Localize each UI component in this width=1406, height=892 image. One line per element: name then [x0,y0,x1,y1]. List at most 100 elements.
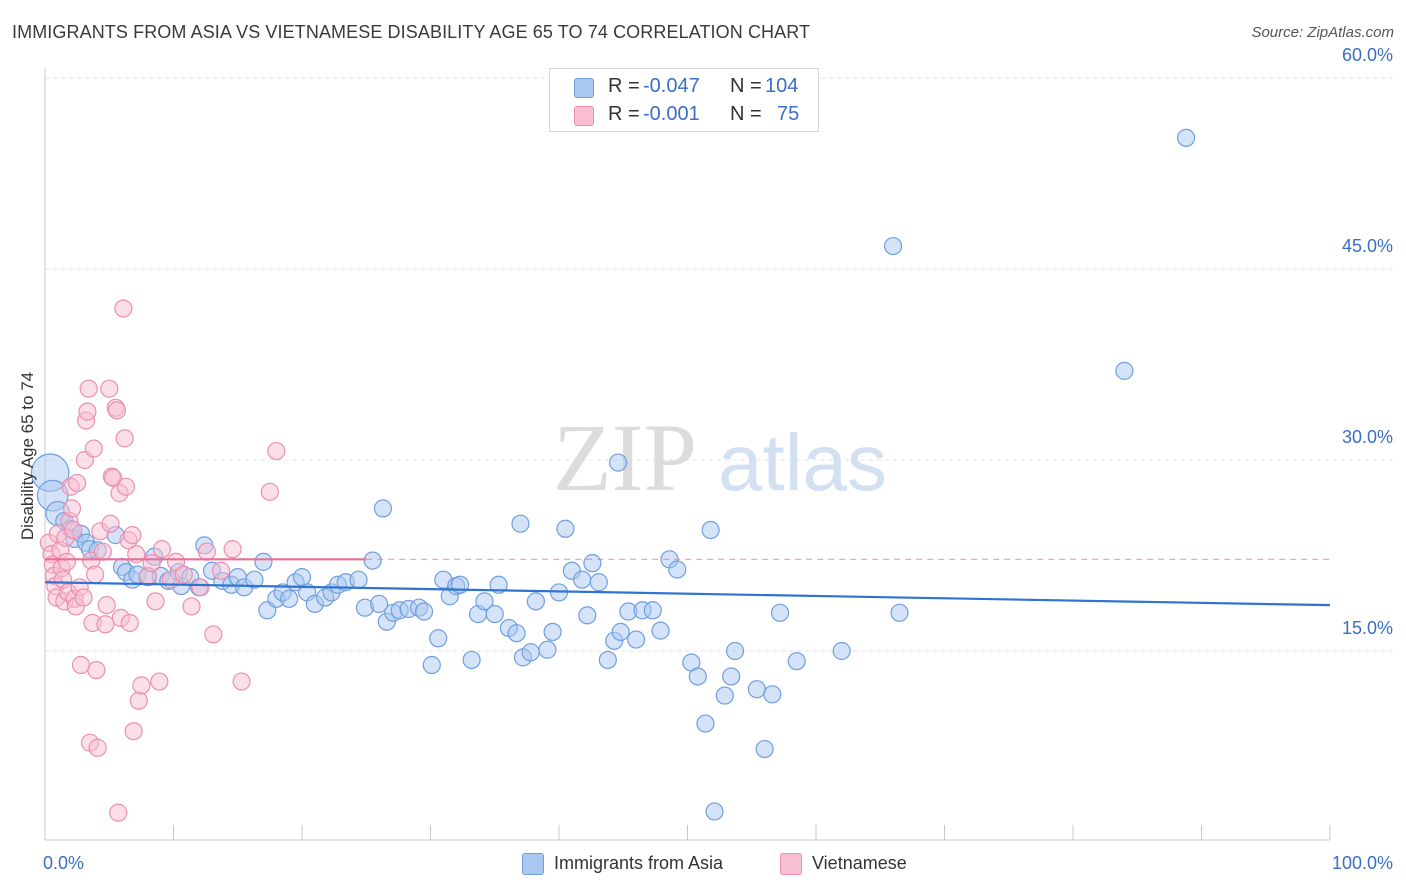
data-point-asia[interactable] [292,568,312,587]
data-point-asia[interactable] [787,652,806,671]
data-point-asia[interactable] [489,575,508,594]
data-point-vietnamese[interactable] [142,554,161,573]
data-point-asia[interactable] [462,650,481,670]
data-point-vietnamese[interactable] [152,540,172,559]
data-point-asia[interactable] [573,570,592,589]
data-point-asia[interactable] [890,603,909,622]
data-point-vietnamese[interactable] [232,672,251,691]
data-point-asia[interactable] [688,667,707,686]
data-point-vietnamese[interactable] [267,441,286,461]
watermark: ZIP atlas [553,404,887,511]
data-point-asia[interactable] [701,520,720,540]
data-point-asia[interactable] [626,630,646,649]
data-point-asia[interactable] [422,655,441,675]
data-point-asia[interactable] [429,629,448,648]
data-point-vietnamese[interactable] [62,499,82,518]
data-point-vietnamese[interactable] [129,691,148,710]
data-point-asia[interactable] [507,624,526,643]
data-point-vietnamese[interactable] [150,672,169,691]
data-point-asia[interactable] [526,592,545,611]
data-point-asia[interactable] [611,622,630,642]
data-point-vietnamese[interactable] [84,439,103,458]
data-point-vietnamese[interactable] [191,578,210,597]
data-point-asia[interactable] [521,643,540,662]
trend-lines [44,558,1331,607]
data-point-vietnamese[interactable] [204,625,223,644]
data-point-asia[interactable] [668,560,687,579]
data-point-asia[interactable] [245,570,264,589]
data-point-vietnamese[interactable] [114,299,133,318]
data-point-asia[interactable] [589,573,608,592]
data-point-vietnamese[interactable] [93,542,112,561]
data-point-asia[interactable] [373,499,393,518]
data-point-vietnamese[interactable] [146,592,165,611]
data-point-vietnamese[interactable] [97,596,116,615]
data-point-vietnamese[interactable] [57,552,76,571]
data-point-vietnamese[interactable] [260,482,279,501]
data-point-vietnamese[interactable] [64,520,83,540]
data-point-vietnamese[interactable] [120,613,139,633]
data-point-asia[interactable] [280,589,299,608]
data-point-vietnamese[interactable] [197,542,217,561]
legend-label-asia: Immigrants from Asia [554,853,724,873]
data-point-asia[interactable] [832,641,851,661]
data-point-asia[interactable] [543,622,562,642]
data-point-asia[interactable] [722,667,741,686]
data-point-vietnamese[interactable] [109,803,128,822]
data-point-vietnamese[interactable] [79,379,98,398]
legend-row-vietnamese: R = -0.001 N = 75 [550,101,818,129]
data-point-asia[interactable] [511,514,530,533]
data-point-vietnamese[interactable] [96,615,115,634]
data-point-asia[interactable] [475,592,494,611]
data-point-vietnamese[interactable] [100,379,119,398]
data-point-asia[interactable] [414,602,434,621]
data-point-asia[interactable] [598,650,617,670]
data-point-vietnamese[interactable] [132,676,151,695]
data-point-vietnamese[interactable] [71,655,91,675]
data-point-asia[interactable] [578,606,597,625]
data-point-asia[interactable] [643,601,662,620]
data-point-asia[interactable] [556,519,575,538]
data-point-vietnamese[interactable] [78,402,97,421]
data-point-asia[interactable] [763,685,782,704]
data-point-asia[interactable] [725,641,745,661]
y-tick-label: 45.0% [1342,236,1393,256]
data-point-vietnamese[interactable] [182,597,201,616]
data-point-vietnamese[interactable] [174,565,193,584]
data-point-asia[interactable] [696,714,715,733]
data-point-vietnamese[interactable] [88,738,107,757]
data-point-asia[interactable] [349,570,368,589]
data-point-vietnamese[interactable] [104,468,123,487]
data-point-vietnamese[interactable] [211,561,231,580]
data-point-asia[interactable] [370,594,389,613]
data-point-asia[interactable] [747,680,766,699]
data-point-vietnamese[interactable] [123,526,142,545]
legend-swatch-vietnamese [780,853,802,875]
data-point-asia[interactable] [1176,128,1196,147]
data-point-vietnamese[interactable] [86,565,105,584]
data-point-asia[interactable] [363,551,382,570]
trend-line-asia [44,581,1331,607]
data-point-vietnamese[interactable] [223,540,242,559]
data-point-asia[interactable] [583,554,602,573]
data-point-vietnamese[interactable] [116,477,136,496]
data-point-asia[interactable] [883,236,903,256]
series-legend: Immigrants from Asia Vietnamese [0,852,1406,878]
data-point-asia[interactable] [715,686,734,705]
data-point-vietnamese[interactable] [124,722,143,741]
data-point-asia[interactable] [770,603,790,622]
data-point-asia[interactable] [254,552,273,571]
data-point-asia[interactable] [755,739,774,759]
data-point-vietnamese[interactable] [101,514,120,533]
data-point-asia[interactable] [538,640,557,659]
data-point-vietnamese[interactable] [74,588,93,607]
data-point-asia[interactable] [1115,361,1134,380]
data-point-asia[interactable] [705,802,724,821]
data-point-vietnamese[interactable] [87,660,106,680]
data-point-vietnamese[interactable] [68,473,87,493]
data-point-vietnamese[interactable] [115,429,134,448]
data-point-asia[interactable] [651,621,670,640]
data-point-asia[interactable] [485,604,504,624]
data-point-asia[interactable] [609,453,628,472]
data-point-vietnamese[interactable] [107,401,127,420]
